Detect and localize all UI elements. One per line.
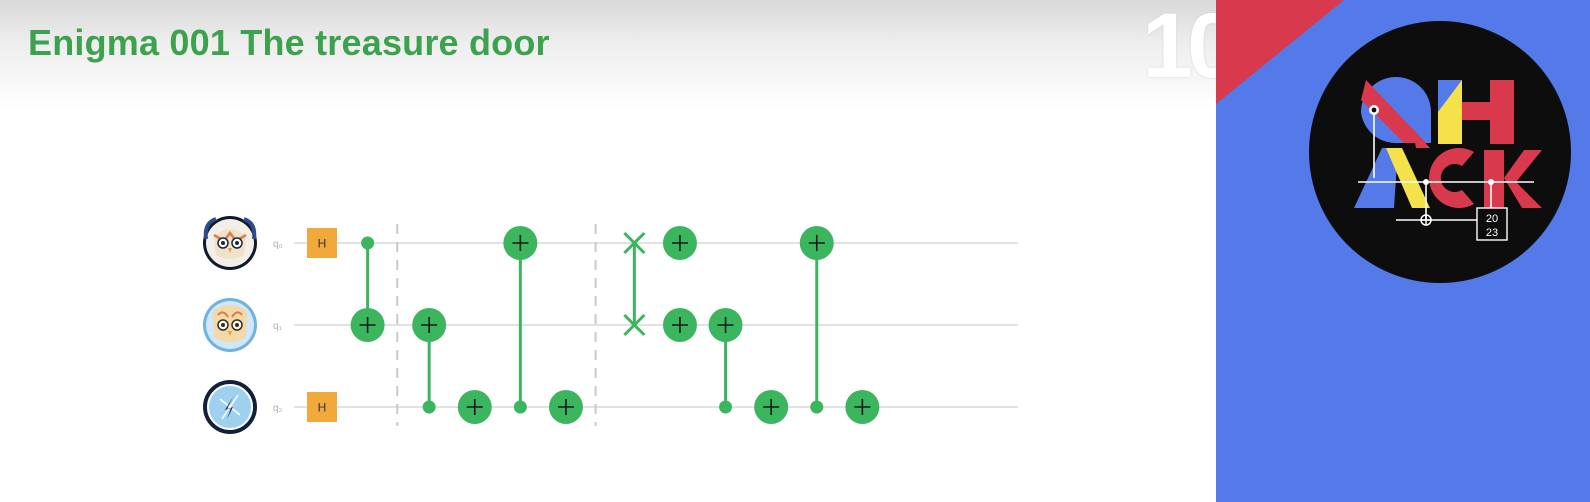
- swap-cross-0-b: [623, 231, 646, 255]
- logo-letter-c: [1429, 148, 1474, 209]
- slide-title: Enigma 001 The treasure door: [28, 22, 550, 63]
- logo-circuit-lines: [1358, 110, 1534, 221]
- cnot-control-q2: [719, 400, 733, 414]
- qubit-label-q0: q₀: [273, 239, 283, 250]
- qubit-label-q2: q₂: [273, 403, 283, 414]
- h-gate-q2: [307, 392, 337, 422]
- slide: Enigma 001 The treasure door 10: [0, 0, 1216, 434]
- qubit-label-q1: q₁: [273, 321, 283, 332]
- qhack-logo: 20 23: [1216, 0, 1571, 283]
- logo-letter-h: [1438, 80, 1514, 144]
- logo-year-box: [1476, 207, 1508, 241]
- cnot-control-q2: [422, 400, 436, 414]
- h-gate-q0: [307, 228, 337, 258]
- cnot-control-q2: [513, 400, 527, 414]
- slide-number: 10: [1142, 0, 1216, 97]
- logo-year-bottom: 23: [1486, 227, 1498, 239]
- sidebar: 20 23: [1216, 0, 1590, 502]
- logo-letter-k: [1484, 150, 1542, 208]
- cnot-control-q2: [810, 400, 824, 414]
- h-gate-label: H: [318, 237, 327, 251]
- quantum-circuit: q₀ q₁ q₂ H H: [203, 216, 1018, 434]
- title-band: [0, 0, 1216, 110]
- logo-letter-a: [1354, 148, 1430, 208]
- corner-triangle: [1216, 0, 1344, 104]
- h-gate-label: H: [318, 401, 327, 415]
- logo-letter-q: [1361, 77, 1431, 148]
- cnot-control-q0: [361, 236, 375, 250]
- owl-blue-icon: [203, 216, 257, 270]
- logo-year-top: 20: [1486, 213, 1498, 225]
- swap-cross-1-b: [623, 313, 646, 337]
- compass-icon: [203, 380, 257, 434]
- owl-light-icon: [203, 298, 257, 352]
